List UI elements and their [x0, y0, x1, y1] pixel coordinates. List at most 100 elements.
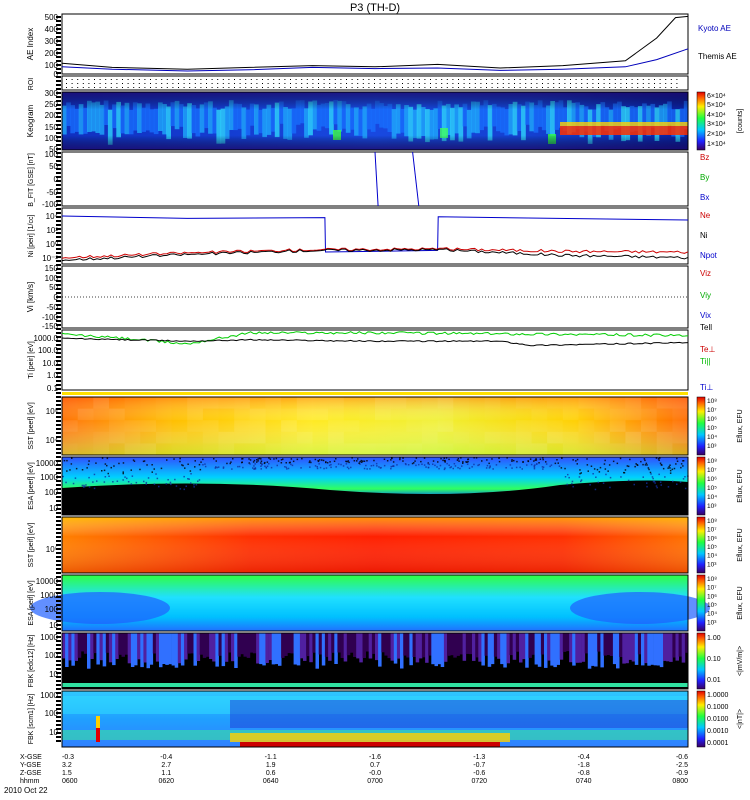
roi-dot	[368, 79, 370, 80]
sst-e-pixel	[78, 397, 94, 409]
ephem-label-y: Y-GSE	[20, 762, 41, 769]
roi-dot	[525, 83, 527, 84]
esa-e-noise-pixel	[561, 457, 563, 459]
esa-e-noise-pixel	[254, 468, 257, 470]
esa-e-noise-pixel	[126, 477, 128, 480]
sst-e-pixel	[594, 443, 610, 455]
roi-dot	[217, 79, 219, 80]
esa-e-noise-pixel	[265, 467, 268, 469]
left-tick	[56, 492, 61, 494]
sst-e-pixel	[562, 443, 579, 455]
roi-dot	[413, 87, 415, 88]
left-tick	[56, 48, 61, 50]
sst-e-pixel	[421, 408, 438, 421]
fbk1-strip	[262, 633, 266, 666]
left-tick	[56, 224, 61, 226]
roi-dot	[458, 87, 459, 88]
roi-dot	[418, 79, 420, 80]
esa-e-noise-pixel	[193, 483, 195, 486]
esa-e-noise-pixel	[366, 460, 368, 462]
ti-ytick-1: 1.0	[47, 371, 59, 380]
roi-dot	[150, 87, 151, 88]
sst-e-pixel	[328, 431, 344, 444]
sst-i-ytick-5: 10⁵	[46, 545, 58, 554]
roi-dot	[234, 79, 235, 80]
esa-e-noise-pixel	[533, 465, 535, 467]
fbk1-strip	[234, 633, 238, 668]
esa-e-noise-pixel	[345, 463, 348, 465]
roi-dot	[368, 83, 370, 84]
left-tick	[56, 260, 61, 262]
sst-e-pixel	[406, 420, 422, 432]
esa-e-noise-pixel	[127, 481, 130, 483]
sst-e-pixel	[359, 432, 375, 444]
roi-dot	[508, 83, 510, 84]
esa-e-noise-pixel	[146, 464, 148, 466]
esa-e-noise-pixel	[461, 465, 463, 467]
esa-e-noise-pixel	[189, 470, 192, 472]
roi-dot	[609, 79, 611, 80]
sst-e-pixel	[375, 443, 391, 455]
esa-e-noise-pixel	[443, 468, 446, 471]
roi-dot	[458, 83, 459, 84]
ephem-label-z: Z-GSE	[20, 770, 42, 777]
fbk1-strip	[400, 633, 404, 669]
sst-e-pixel	[359, 420, 375, 432]
sst-e-pixel	[296, 397, 313, 409]
esa-e-noise-pixel	[530, 463, 533, 466]
roi-dot	[138, 83, 140, 84]
esa-e-noise-pixel	[676, 457, 678, 460]
spectrogram-cbar-tick: 10⁶	[707, 476, 717, 483]
sst-e-pixel	[359, 408, 376, 421]
sst-e-pixel	[500, 431, 516, 444]
fbk1-strip	[274, 633, 279, 665]
esa-e-noise-pixel	[264, 461, 266, 464]
esa-e-noise-pixel	[160, 467, 163, 470]
roi-dot	[474, 87, 476, 88]
roi-dot	[189, 83, 191, 84]
roi-dot	[441, 87, 443, 88]
esa-e-noise-pixel	[256, 459, 258, 461]
sst-e-pixel	[625, 420, 641, 432]
roi-dot	[306, 83, 308, 84]
esa-e-noise-pixel	[471, 466, 473, 468]
roi-dot	[144, 79, 146, 80]
fbk1-strip	[503, 633, 507, 668]
esa-i-blue-right	[570, 592, 710, 624]
sst-e-pixel	[515, 397, 532, 409]
esa-e-noise-pixel	[124, 476, 126, 478]
fbk1-strip	[118, 633, 122, 655]
vi-ytick-m150: -150	[42, 322, 59, 331]
esa-e-noise-pixel	[190, 482, 192, 484]
ti-ytick-0.1: 0.1	[47, 384, 59, 393]
left-tick	[56, 676, 61, 678]
roi-dot	[603, 83, 605, 84]
esa-e-noise-pixel	[444, 467, 446, 469]
fbk1-strip	[547, 633, 551, 661]
esa-e-noise-pixel	[133, 460, 136, 462]
sst-e-pixel	[594, 431, 610, 444]
sst-e-ytick-5: 10⁵	[46, 407, 58, 416]
esa-e-noise-pixel	[659, 481, 662, 483]
panel-bfit: B_FIT [GSE] [nT] 100 50 0 -50 -100 Bz By…	[28, 150, 709, 209]
roi-dot	[592, 79, 594, 80]
esa-e-noise-pixel	[142, 460, 145, 463]
esa-e-noise-pixel	[322, 459, 325, 462]
sst-e-pixel	[187, 408, 203, 421]
roi-dot	[138, 87, 140, 88]
roi-dot	[648, 79, 650, 80]
left-tick	[56, 112, 61, 114]
sst-e-pixel	[93, 431, 109, 444]
roi-dot	[670, 87, 672, 88]
esa-e-noise-pixel	[667, 467, 669, 469]
esa-e-noise-pixel	[185, 485, 187, 487]
esa-e-noise-pixel	[442, 459, 444, 462]
sst-e-pixel	[62, 431, 78, 444]
roi-dot	[250, 83, 252, 84]
ephem-value: 0640	[263, 778, 279, 785]
panel-ni: Ni [peir] [1/cc] 10⁴ 10² 10⁰ 10⁻² Ne Ni …	[28, 207, 718, 265]
ni-ytick-4: 10⁴	[46, 212, 59, 221]
panel-sst-i: SST [peif] [eV] 10⁵	[28, 516, 689, 574]
left-tick	[56, 308, 61, 310]
esa-e-noise-pixel	[612, 460, 615, 463]
